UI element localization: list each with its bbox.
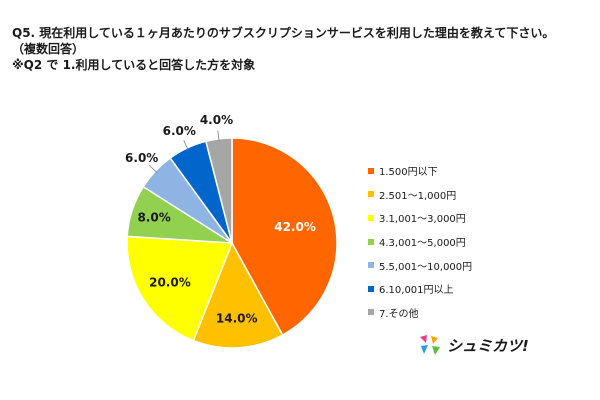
data-label: 20.0% xyxy=(149,275,191,289)
logo-mark-shape xyxy=(420,335,427,343)
legend-label: 2.501～1,000円 xyxy=(379,190,457,202)
legend-item: 6.10,001円以上 xyxy=(368,282,472,296)
leader-line xyxy=(183,140,189,151)
legend: 1.500円以下 2.501～1,000円 3.1,001～3,000円 4.3,00… xyxy=(368,164,472,329)
data-label: 8.0% xyxy=(137,211,170,225)
leader-line xyxy=(217,130,220,141)
legend-item: 4.3,001～5,000円 xyxy=(368,235,472,249)
data-label: 4.0% xyxy=(200,113,233,127)
legend-swatch xyxy=(368,262,374,269)
logo-text: シュミカツ! xyxy=(447,336,529,355)
legend-item: 2.501～1,000円 xyxy=(368,188,472,202)
logo-mark-shape xyxy=(431,336,438,344)
legend-label: 4.3,001～5,000円 xyxy=(379,238,466,250)
legend-item: 7.その他 xyxy=(368,306,472,320)
target-note: ※Q2 で 1.利用していると回答した方を対象 xyxy=(12,58,256,72)
legend-item: 5.5,001～10,000円 xyxy=(368,258,473,273)
legend-label: 5.5,001～10,000円 xyxy=(379,261,473,273)
leader-line xyxy=(149,165,158,173)
legend-swatch xyxy=(368,309,374,316)
legend-item: 3.1,001～3,000円 xyxy=(368,211,472,225)
data-labels: 42.0% 14.0% 20.0% 8.0% 6.0% 6.0% 4.0% xyxy=(125,113,316,325)
legend-swatch xyxy=(368,191,374,198)
logo-mark-icon xyxy=(420,335,440,355)
logo-mark-shape xyxy=(432,346,440,355)
legend-item: 1.500円以下 xyxy=(368,164,472,178)
legend-label: 3.1,001～3,000円 xyxy=(379,214,466,226)
pie-slice xyxy=(126,235,234,342)
data-label: 6.0% xyxy=(163,124,196,138)
legend-swatch xyxy=(368,214,374,221)
legend-swatch xyxy=(368,285,374,292)
legend-swatch xyxy=(368,238,374,245)
logo-mark-shape xyxy=(421,345,428,354)
brand-logo: シュミカツ! xyxy=(418,334,529,356)
pie-slices xyxy=(126,137,338,349)
legend-label: 7.その他 xyxy=(379,308,419,320)
pie-slice xyxy=(192,241,284,349)
leader-lines xyxy=(149,130,220,173)
legend-label: 1.500円以下 xyxy=(379,167,438,179)
legend-label: 6.10,001円以上 xyxy=(379,285,454,297)
data-label: 6.0% xyxy=(125,151,158,165)
pie-slice xyxy=(231,137,338,337)
data-label: 42.0% xyxy=(274,220,316,234)
data-label: 14.0% xyxy=(216,311,258,325)
multiple-answer-note: （複数回答） xyxy=(12,42,85,56)
legend-swatch xyxy=(368,167,374,174)
chart-header: Q5. 現在利用している１ヶ月あたりのサブスクリプションサービスを利用した理由を… xyxy=(12,25,592,73)
question-text: Q5. 現在利用している１ヶ月あたりのサブスクリプションサービスを利用した理由を… xyxy=(12,26,555,40)
